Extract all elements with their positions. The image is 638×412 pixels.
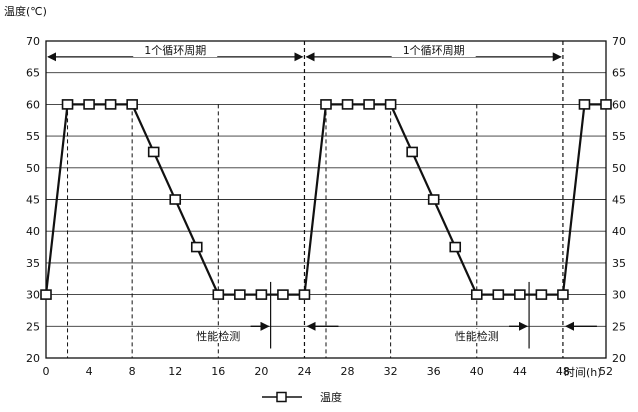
data-point-marker xyxy=(277,289,289,300)
y-tick-label-right: 25 xyxy=(612,320,626,333)
y-tick-label-right: 65 xyxy=(612,67,626,80)
y-tick-label-left: 55 xyxy=(26,130,40,143)
data-point-marker xyxy=(298,289,311,300)
data-point-marker xyxy=(40,289,52,300)
cycle-label: 1个循环周期 xyxy=(403,44,465,57)
x-tick-label: 4 xyxy=(86,365,93,378)
data-point-marker xyxy=(427,194,440,205)
y-tick-label-right: 20 xyxy=(612,352,626,365)
x-tick-label: 20 xyxy=(254,365,268,378)
y-tick-label-right: 40 xyxy=(612,225,626,238)
data-point-marker xyxy=(449,241,462,253)
legend-marker xyxy=(276,391,287,403)
y-tick-label-left: 60 xyxy=(26,98,40,111)
cycle-label-bg xyxy=(391,43,476,57)
legend-label: 温度 xyxy=(320,390,342,404)
data-point-marker xyxy=(320,99,332,110)
x-tick-label: 12 xyxy=(168,365,182,378)
cycle-label-bg xyxy=(133,43,218,57)
y-tick-label-left: 50 xyxy=(26,162,40,175)
data-point-marker xyxy=(147,146,160,158)
y-axis-title: 温度(℃) xyxy=(4,4,47,18)
y-tick-label-left: 35 xyxy=(26,257,40,270)
x-tick-label: 32 xyxy=(384,365,398,378)
y-tick-label-right: 45 xyxy=(612,194,626,207)
data-point-marker xyxy=(61,99,74,110)
cycle-label: 1个循环周期 xyxy=(144,44,206,57)
data-point-marker xyxy=(492,289,505,300)
data-point-marker xyxy=(557,289,569,300)
data-point-marker xyxy=(234,289,246,300)
data-point-marker xyxy=(190,241,203,253)
data-point-marker xyxy=(578,99,591,110)
test-label: 性能检测 xyxy=(455,329,499,343)
y-tick-label-right: 50 xyxy=(612,162,626,175)
data-point-marker xyxy=(363,99,375,110)
y-tick-label-left: 70 xyxy=(26,35,40,48)
x-tick-label: 24 xyxy=(297,365,311,378)
x-tick-label: 48 xyxy=(556,365,570,378)
y-tick-label-right: 35 xyxy=(612,257,626,270)
test-label-bg xyxy=(186,328,251,343)
data-point-marker xyxy=(470,289,483,300)
data-point-marker xyxy=(341,99,354,110)
data-point-marker xyxy=(83,99,95,110)
y-tick-label-right: 55 xyxy=(612,130,626,143)
dashed-guide-lines xyxy=(67,41,564,358)
y-tick-label-left: 45 xyxy=(26,194,40,207)
series-temperature xyxy=(40,99,612,300)
data-point-marker xyxy=(255,289,268,300)
test-label: 性能检测 xyxy=(196,329,240,343)
x-tick-label: 16 xyxy=(211,365,225,378)
data-point-marker xyxy=(126,99,138,110)
test-label-bg xyxy=(444,328,509,343)
x-tick-label: 0 xyxy=(43,365,50,378)
y-tick-label-left: 65 xyxy=(26,67,40,80)
data-point-marker xyxy=(212,289,225,300)
data-point-marker xyxy=(104,99,117,110)
x-tick-label: 36 xyxy=(427,365,441,378)
data-point-marker xyxy=(514,289,526,300)
y-tick-label-left: 30 xyxy=(26,289,40,302)
y-tick-label-right: 60 xyxy=(612,98,626,111)
x-tick-label: 28 xyxy=(341,365,355,378)
y-tick-label-left: 40 xyxy=(26,225,40,238)
legend: 温度 xyxy=(262,390,342,404)
data-point-marker xyxy=(535,289,548,300)
x-axis-title: 时间(h) xyxy=(564,366,602,379)
x-tick-label: 8 xyxy=(129,365,136,378)
data-point-marker xyxy=(169,194,182,205)
y-tick-label-left: 20 xyxy=(26,352,40,365)
data-point-marker xyxy=(406,146,418,158)
x-tick-label: 44 xyxy=(513,365,527,378)
x-tick-label: 52 xyxy=(599,365,613,378)
data-point-marker xyxy=(384,99,397,110)
y-tick-label-left: 25 xyxy=(26,320,40,333)
y-tick-label-right: 70 xyxy=(612,35,626,48)
y-tick-label-right: 30 xyxy=(612,289,626,302)
data-point-marker xyxy=(600,99,612,110)
x-tick-label: 40 xyxy=(470,365,484,378)
